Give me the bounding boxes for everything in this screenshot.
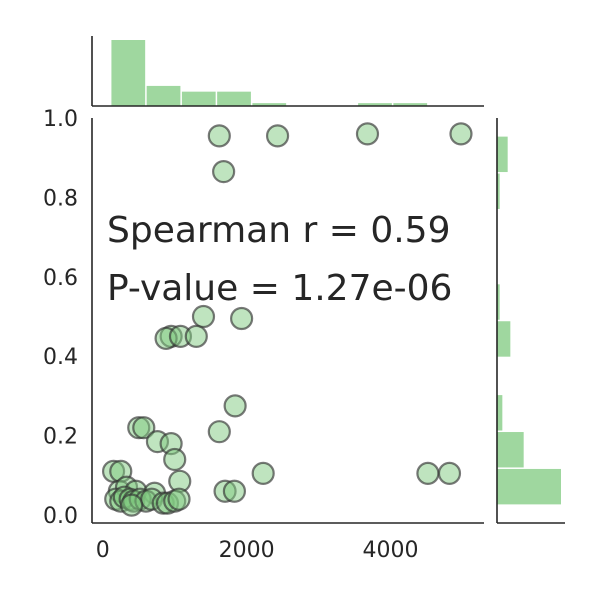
scatter-point xyxy=(191,304,216,329)
right-hist-bar xyxy=(497,468,561,505)
top-hist-bar xyxy=(111,40,146,106)
x-tick-label: 4000 xyxy=(362,538,418,563)
top-hist-bar xyxy=(146,85,181,106)
scatter-point xyxy=(449,122,473,146)
scatter-point xyxy=(251,461,275,485)
x-tick-label: 2000 xyxy=(219,538,275,563)
y-tick-label: 0.6 xyxy=(43,266,78,291)
top-hist-bar xyxy=(252,103,287,106)
y-tick-label: 1.0 xyxy=(43,107,78,132)
scatter-point xyxy=(265,124,290,148)
top-hist-bar xyxy=(217,91,251,106)
y-tick-label: 0.2 xyxy=(43,425,78,450)
right-hist-bar xyxy=(497,321,511,357)
top-hist-bar xyxy=(393,103,428,106)
right-hist-bar xyxy=(497,136,508,173)
x-tick-label: 0 xyxy=(96,538,110,563)
scatter-point xyxy=(184,324,208,348)
right-marginal-histogram xyxy=(497,136,561,505)
scatter-point xyxy=(223,394,247,418)
right-hist-bar xyxy=(497,395,503,431)
y-tick-label: 0.4 xyxy=(43,345,78,370)
top-hist-bar xyxy=(358,103,392,106)
scatter-point xyxy=(355,122,380,146)
scatter-point xyxy=(132,416,156,440)
scatter-point xyxy=(416,461,440,485)
scatter-point xyxy=(207,124,231,148)
right-hist-bar xyxy=(497,284,500,320)
scatter-point xyxy=(212,160,236,184)
scatter-point xyxy=(207,420,231,444)
right-hist-bar xyxy=(497,173,500,209)
scatter-point xyxy=(437,461,462,485)
y-tick-label: 0.0 xyxy=(43,504,78,529)
y-tick-labels: 0.0 0.2 0.4 0.6 0.8 1.0 xyxy=(43,107,78,529)
top-hist-bar xyxy=(181,91,216,106)
p-value-annotation: P-value = 1.27e-06 xyxy=(107,268,452,309)
scatter-point xyxy=(163,447,187,472)
scatter-points xyxy=(101,122,473,517)
top-marginal-histogram xyxy=(111,40,428,106)
scatter-point xyxy=(222,479,247,503)
scatter-point xyxy=(230,306,254,331)
right-hist-bar xyxy=(497,432,524,468)
y-tick-label: 0.8 xyxy=(43,186,78,211)
spearman-annotation: Spearman r = 0.59 xyxy=(107,210,450,251)
scatter-point xyxy=(119,493,144,517)
x-tick-labels: 0 2000 4000 xyxy=(96,538,419,563)
scatter-point xyxy=(167,487,191,511)
